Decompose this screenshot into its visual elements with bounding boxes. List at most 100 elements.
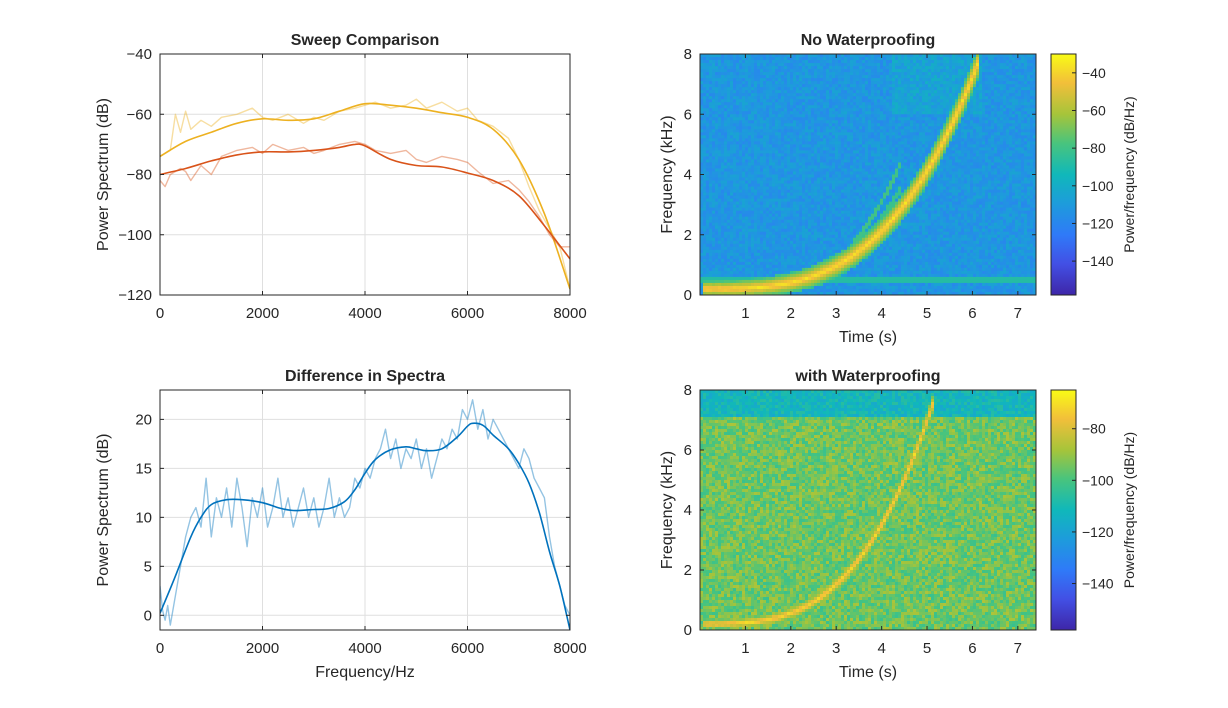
spectrogram-cell xyxy=(853,240,857,245)
spectrogram-cell xyxy=(766,279,770,284)
spectrogram-cell xyxy=(754,273,758,278)
spectrogram-cell xyxy=(790,213,794,218)
spectrogram-cell xyxy=(778,171,782,176)
spectrogram-cell xyxy=(715,147,719,151)
spectrogram-cell xyxy=(823,150,827,155)
spectrogram-cell xyxy=(793,147,797,151)
spectrogram-cell xyxy=(757,96,761,100)
spectrogram-cell xyxy=(736,168,740,173)
spectrogram-cell xyxy=(733,231,737,236)
spectrogram-cell xyxy=(835,279,839,284)
spectrogram-cell xyxy=(823,153,827,158)
spectrogram-cell xyxy=(811,171,815,176)
spectrogram-cell xyxy=(817,252,821,257)
spectrogram-cell xyxy=(778,126,782,130)
spectrogram-cell xyxy=(703,114,707,118)
spectrogram-cell xyxy=(838,198,842,203)
spectrogram-cell xyxy=(784,108,788,112)
spectrogram-cell xyxy=(823,156,827,161)
spectrogram-cell xyxy=(838,216,842,221)
spectrogram-cell xyxy=(856,90,860,94)
spectrogram-cell xyxy=(880,225,884,230)
spectrogram-cell xyxy=(820,165,824,170)
spectrogram-cell xyxy=(733,162,737,167)
spectrogram-cell xyxy=(793,150,797,155)
spectrogram-cell xyxy=(877,63,881,67)
spectrogram-cell xyxy=(751,261,755,266)
spectrogram-cell xyxy=(868,216,872,221)
spectrogram-cell xyxy=(790,84,794,88)
spectrogram-cell xyxy=(880,237,884,242)
spectrogram-cell xyxy=(862,237,866,242)
spectrogram-cell xyxy=(727,117,731,121)
spectrogram-cell xyxy=(808,258,812,263)
spectrogram-cell xyxy=(862,180,866,185)
spectrogram-cell xyxy=(793,75,797,79)
spectrogram-cell xyxy=(835,141,839,145)
spectrogram-cell xyxy=(823,186,827,191)
spectrogram-cell xyxy=(736,93,740,97)
spectrogram-cell xyxy=(802,282,806,287)
spectrogram-cell xyxy=(868,93,872,97)
spectrogram-cell xyxy=(832,261,836,266)
spectrogram-cell xyxy=(835,168,839,173)
spectrogram-cell xyxy=(820,267,824,272)
spectrogram-cell xyxy=(820,174,824,179)
spectrogram-cell xyxy=(757,69,761,73)
spectrogram-cell xyxy=(784,75,788,79)
spectrogram-cell xyxy=(850,132,854,136)
spectrogram-cell xyxy=(784,210,788,215)
spectrogram-cell xyxy=(787,183,791,188)
spectrogram-cell xyxy=(811,120,815,124)
spectrogram-cell xyxy=(865,93,869,97)
spectrogram-cell xyxy=(793,183,797,188)
spectrogram-cell xyxy=(784,252,788,257)
spectrogram-cell xyxy=(808,141,812,145)
spectrogram-cell xyxy=(718,102,722,106)
spectrogram-cell xyxy=(763,75,767,79)
spectrogram-cell xyxy=(799,66,803,70)
spectrogram-cell xyxy=(868,99,872,103)
spectrogram-cell xyxy=(715,258,719,263)
spectrogram-cell xyxy=(802,207,806,212)
spectrogram-cell xyxy=(871,237,875,242)
spectrogram-cell xyxy=(823,102,827,106)
spectrogram-cell xyxy=(733,243,737,248)
spectrogram-cell xyxy=(754,141,758,145)
spectrogram-cell xyxy=(730,267,734,272)
spectrogram-cell xyxy=(811,147,815,151)
spectrogram-cell xyxy=(721,63,725,67)
spectrogram-cell xyxy=(781,120,785,124)
spectrogram-cell xyxy=(766,111,770,115)
spectrogram-cell xyxy=(712,225,716,230)
spectrogram-cell xyxy=(706,147,710,151)
spectrogram-cell xyxy=(826,63,830,67)
spectrogram-cell xyxy=(868,54,872,58)
spectrogram-cell xyxy=(832,228,836,233)
spectrogram-cell xyxy=(727,285,731,290)
spectrogram-cell xyxy=(814,213,818,218)
spectrogram-cell xyxy=(862,114,866,118)
spectrogram-cell xyxy=(841,252,845,257)
spectrogram-cell xyxy=(724,291,728,295)
spectrogram-cell xyxy=(760,267,764,272)
spectrogram-cell xyxy=(763,153,767,158)
spectrogram-cell xyxy=(868,255,872,260)
spectrogram-cell xyxy=(727,249,731,254)
spectrogram-cell xyxy=(823,273,827,278)
spectrogram-cell xyxy=(742,72,746,76)
spectrogram-cell xyxy=(880,246,884,251)
spectrogram-cell xyxy=(778,135,782,139)
spectrogram-cell xyxy=(754,54,758,58)
spectrogram-cell xyxy=(703,87,707,91)
spectrogram-cell xyxy=(769,261,773,266)
spectrogram-cell xyxy=(772,240,776,245)
spectrogram-cell xyxy=(715,183,719,188)
spectrogram-cell xyxy=(751,174,755,179)
spectrogram-cell xyxy=(868,57,872,61)
spectrogram-cell xyxy=(748,69,752,73)
spectrogram-cell xyxy=(706,162,710,167)
spectrogram-cell xyxy=(805,231,809,236)
spectrogram-cell xyxy=(736,279,740,284)
spectrogram-cell xyxy=(835,291,839,295)
